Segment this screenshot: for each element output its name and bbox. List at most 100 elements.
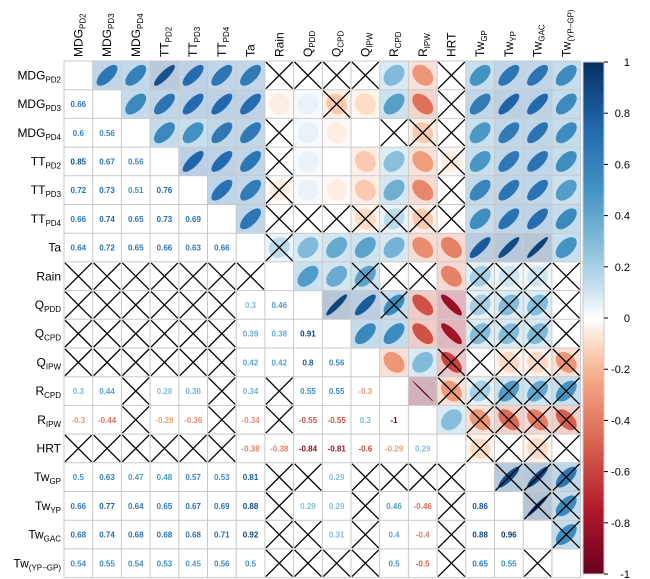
matrix-cell — [265, 205, 294, 233]
nonsignificant-cross — [265, 61, 294, 90]
correlation-ellipse — [326, 122, 348, 144]
matrix-cell: 0.29 — [300, 502, 316, 511]
matrix-cell — [380, 90, 408, 118]
correlation-coefficient: 0.65 — [128, 215, 144, 224]
nonsignificant-cross — [208, 405, 236, 434]
matrix-cell — [121, 90, 150, 118]
matrix-cell — [495, 377, 523, 405]
correlation-coefficient: 0.42 — [271, 358, 287, 367]
column-label: TTPD3 — [186, 26, 202, 57]
correlation-coefficient: 0.6 — [73, 129, 85, 138]
matrix-cell — [236, 61, 265, 90]
matrix-cell: 0.68 — [128, 531, 144, 540]
matrix-cell: 0.53 — [214, 473, 230, 482]
correlation-ellipse — [383, 237, 405, 258]
nonsignificant-cross — [351, 549, 380, 578]
colorbar-tick-label: -0.6 — [611, 467, 630, 479]
matrix-cell: 0.86 — [472, 502, 488, 511]
correlation-coefficient: 0.88 — [472, 531, 488, 540]
correlation-coefficient: 0.3 — [73, 387, 85, 396]
nonsignificant-cross — [466, 377, 494, 405]
matrix-cell — [351, 492, 380, 520]
nonsignificant-cross — [552, 377, 581, 405]
matrix-cell: 0.5 — [245, 559, 257, 568]
matrix-cell — [351, 291, 380, 319]
matrix-cell — [351, 147, 380, 176]
matrix-cell: 0.67 — [185, 502, 201, 511]
matrix-cell — [93, 262, 121, 291]
nonsignificant-cross — [351, 61, 380, 90]
matrix-cell: 0.57 — [185, 473, 201, 482]
colorbar-tick-label: 0.4 — [615, 211, 630, 223]
nonsignificant-cross — [466, 434, 494, 463]
matrix-cell — [294, 90, 322, 118]
column-label: TwGP — [473, 30, 489, 57]
matrix-cell — [466, 434, 494, 463]
correlation-coefficient: 0.88 — [243, 502, 259, 511]
correlation-ellipse — [125, 64, 147, 86]
correlation-ellipse — [326, 294, 348, 316]
matrix-cell — [523, 262, 552, 291]
nonsignificant-cross — [408, 463, 437, 491]
nonsignificant-cross — [121, 291, 150, 319]
matrix-cell: 0.72 — [99, 244, 115, 253]
nonsignificant-cross — [437, 118, 466, 147]
matrix-cell — [437, 520, 466, 549]
matrix-cell — [523, 463, 552, 491]
matrix-cell — [121, 377, 150, 405]
correlation-ellipse — [498, 151, 520, 172]
correlation-ellipse — [441, 294, 462, 316]
correlation-ellipse — [412, 237, 434, 258]
nonsignificant-cross — [93, 291, 121, 319]
correlation-coefficient: -0.81 — [328, 444, 347, 453]
correlation-ellipse — [498, 122, 520, 144]
correlation-coefficient: -0.36 — [184, 416, 203, 425]
nonsignificant-cross — [466, 348, 494, 377]
nonsignificant-cross — [265, 520, 294, 549]
matrix-cell — [322, 233, 351, 262]
matrix-cell: -0.28 — [155, 416, 174, 425]
correlation-coefficient: -0.5 — [416, 559, 430, 568]
matrix-cell — [466, 291, 494, 319]
correlation-ellipse — [182, 122, 204, 144]
matrix-cell — [380, 233, 408, 262]
row-label: QPDD — [35, 298, 61, 314]
matrix-cell: -0.29 — [385, 444, 404, 453]
nonsignificant-cross — [523, 549, 552, 578]
nonsignificant-cross — [380, 118, 408, 147]
correlation-ellipse — [383, 93, 405, 115]
correlation-coefficient: 0.54 — [71, 559, 87, 568]
correlation-coefficient: 0.74 — [99, 531, 115, 540]
nonsignificant-cross — [552, 262, 581, 291]
correlation-ellipse — [412, 294, 434, 316]
correlation-coefficient: 0.57 — [185, 473, 201, 482]
matrix-cell: 0.67 — [99, 157, 115, 166]
nonsignificant-cross — [179, 348, 207, 377]
matrix-cell — [351, 90, 380, 118]
nonsignificant-cross — [121, 348, 150, 377]
correlation-ellipse — [383, 179, 405, 201]
correlation-ellipse — [354, 237, 376, 258]
matrix-cell — [236, 90, 265, 118]
nonsignificant-cross — [208, 319, 236, 348]
nonsignificant-cross — [466, 291, 494, 319]
correlation-coefficient: 0.56 — [128, 157, 144, 166]
correlation-ellipse — [555, 151, 577, 172]
correlation-ellipse — [555, 208, 577, 230]
correlation-coefficient: 0.69 — [214, 502, 230, 511]
column-labels: MDGPD2 MDGPD3 MDGPD4 TTPD2 TTPD3 TTPD4 Ta Rain Q… — [71, 9, 575, 57]
correlation-coefficient: 0.55 — [99, 559, 115, 568]
matrix-cell: 0.5 — [73, 473, 85, 482]
nonsignificant-cross — [322, 205, 351, 233]
nonsignificant-cross — [150, 262, 179, 291]
correlation-coefficient: 0.56 — [99, 129, 115, 138]
matrix-cell: 0.8 — [302, 358, 314, 367]
matrix-cell — [294, 520, 322, 549]
row-label: MDGPD2 — [17, 68, 61, 84]
matrix-cell — [380, 147, 408, 176]
column-label: QIPW — [358, 32, 374, 57]
matrix-cell — [294, 61, 322, 90]
correlation-coefficient: -0.84 — [299, 444, 318, 453]
matrix-cell — [523, 405, 552, 434]
correlation-ellipse — [326, 265, 348, 287]
